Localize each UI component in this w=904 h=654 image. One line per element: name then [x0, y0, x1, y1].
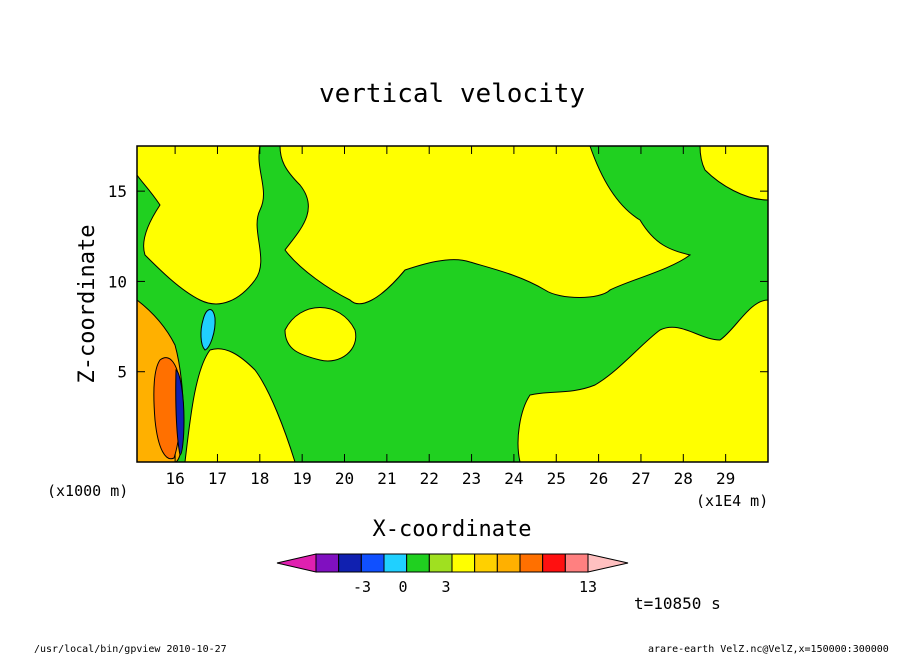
- contour-yellow-left: [137, 146, 264, 305]
- contour-yellow-upper: [279, 146, 692, 305]
- colorbar-tick-label: -3: [353, 578, 371, 596]
- colorbar-swatch: [451, 553, 476, 573]
- contour-yellow-bottom: [184, 348, 296, 462]
- colorbar-swatch: [315, 553, 340, 573]
- colorbar-swatch: [428, 553, 453, 573]
- x-tick-label: 26: [589, 469, 608, 488]
- x-tick-label: 22: [420, 469, 439, 488]
- contour-yellow-mid: [284, 307, 357, 362]
- x-tick-label: 29: [716, 469, 735, 488]
- plot-area: 16 17 18 19 20 21 22 23 24 25 26 27 28 29 5 10 15: [108, 145, 769, 488]
- contour-yellow-corner: [699, 146, 768, 201]
- y-tick-label: 5: [117, 363, 127, 382]
- colorbar-swatch: [383, 553, 408, 573]
- colorbar-swatch: [338, 553, 362, 573]
- x-tick-label: 18: [250, 469, 269, 488]
- colorbar-swatch: [542, 553, 566, 573]
- x-tick-label: 23: [462, 469, 481, 488]
- y-axis: 5 10 15: [108, 182, 768, 382]
- x-tick-label: 20: [335, 469, 354, 488]
- colorbar-tick-label: 0: [398, 578, 407, 596]
- x-tick-label: 28: [674, 469, 693, 488]
- colorbar-swatch: [360, 553, 385, 573]
- colorbar-swatch: [474, 553, 498, 573]
- x-tick-label: 16: [165, 469, 184, 488]
- x-tick-label: 25: [547, 469, 566, 488]
- plot-frame: [136, 145, 769, 463]
- contour-yellow-lower: [517, 299, 768, 462]
- colorbar-swatch: [496, 553, 521, 573]
- colorbar-arrow-min: [276, 553, 317, 573]
- x-unit-right: (x1E4 m): [696, 492, 768, 510]
- x-axis: 16 17 18 19 20 21 22 23 24 25 26 27 28 29: [165, 146, 735, 488]
- x-tick-label: 24: [504, 469, 523, 488]
- colorbar-tick-label: 13: [579, 578, 597, 596]
- colorbar-swatch: [406, 553, 430, 573]
- x-tick-label: 27: [631, 469, 650, 488]
- x-unit-left: (x1000 m): [47, 482, 128, 500]
- colorbar-arrow-max: [587, 553, 629, 573]
- contour-cyan: [200, 309, 216, 351]
- contour-blue-streak: [175, 369, 185, 456]
- x-tick-label: 17: [208, 469, 227, 488]
- chart-title: vertical velocity: [319, 79, 585, 109]
- colorbar-swatch: [564, 553, 589, 573]
- colorbar: -3 0 3 13: [276, 553, 629, 596]
- x-tick-label: 19: [293, 469, 312, 488]
- x-tick-label: 21: [377, 469, 396, 488]
- colorbar-tick-label: 3: [441, 578, 450, 596]
- footer-right: arare-earth_VelZ.nc@VelZ,x=150000:300000: [648, 644, 889, 654]
- colorbar-swatch: [519, 553, 544, 573]
- y-tick-label: 15: [108, 182, 127, 201]
- time-label: t=10850 s: [634, 594, 721, 613]
- y-tick-label: 10: [108, 272, 127, 291]
- x-axis-label: X-coordinate: [373, 517, 532, 542]
- y-axis-label: Z-coordinate: [75, 225, 100, 384]
- footer-left: /usr/local/bin/gpview 2010-10-27: [34, 644, 227, 654]
